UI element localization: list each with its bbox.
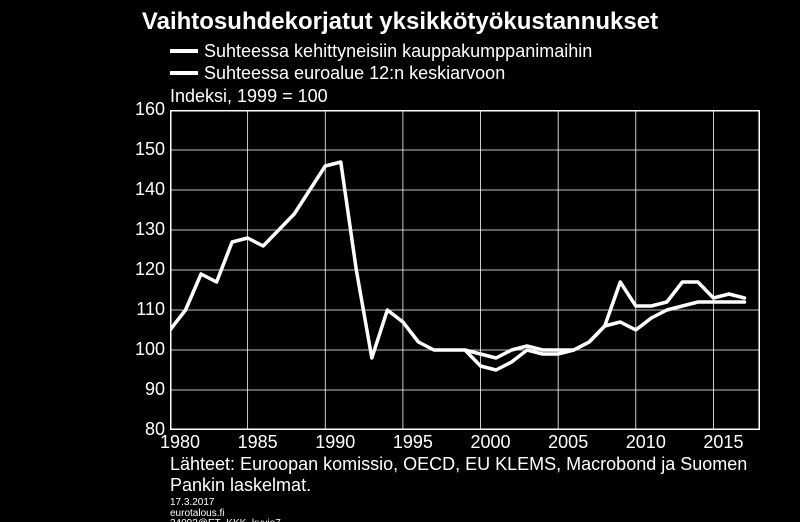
chart-plot bbox=[170, 110, 760, 430]
chart-subtitle: Indeksi, 1999 = 100 bbox=[170, 86, 328, 107]
chart-footnotes: 17.3.2017eurotalous.fi34093@ET_KKK_kuvio… bbox=[170, 498, 281, 522]
y-tick-label: 110 bbox=[105, 299, 165, 320]
x-tick-label: 2005 bbox=[548, 432, 598, 453]
legend: Suhteessa kehittyneisiin kauppakumppanim… bbox=[170, 40, 592, 84]
legend-swatch bbox=[170, 71, 198, 75]
y-tick-label: 90 bbox=[105, 379, 165, 400]
x-tick-label: 2010 bbox=[626, 432, 676, 453]
y-tick-label: 100 bbox=[105, 339, 165, 360]
legend-label: Suhteessa kehittyneisiin kauppakumppanim… bbox=[204, 41, 592, 62]
x-tick-label: 2000 bbox=[471, 432, 521, 453]
y-tick-label: 150 bbox=[105, 139, 165, 160]
x-tick-label: 1985 bbox=[238, 432, 288, 453]
legend-swatch bbox=[170, 49, 198, 53]
chart-title: Vaihtosuhdekorjatut yksikkötyökustannuks… bbox=[0, 8, 800, 36]
x-tick-label: 2015 bbox=[703, 432, 753, 453]
x-tick-label: 1995 bbox=[393, 432, 443, 453]
legend-label: Suhteessa euroalue 12:n keskiarvoon bbox=[204, 63, 505, 84]
y-tick-label: 120 bbox=[105, 259, 165, 280]
footnote-line: 17.3.2017 bbox=[170, 498, 281, 509]
chart-container: { "title": "Vaihtosuhdekorjatut yksikköt… bbox=[0, 0, 800, 522]
y-tick-label: 80 bbox=[105, 419, 165, 440]
legend-item: Suhteessa euroalue 12:n keskiarvoon bbox=[170, 62, 592, 84]
y-tick-label: 140 bbox=[105, 179, 165, 200]
x-tick-label: 1980 bbox=[160, 432, 210, 453]
legend-item: Suhteessa kehittyneisiin kauppakumppanim… bbox=[170, 40, 592, 62]
y-tick-label: 160 bbox=[105, 99, 165, 120]
x-tick-label: 1990 bbox=[315, 432, 365, 453]
chart-sources: Lähteet: Euroopan komissio, OECD, EU KLE… bbox=[170, 454, 760, 496]
y-tick-label: 130 bbox=[105, 219, 165, 240]
